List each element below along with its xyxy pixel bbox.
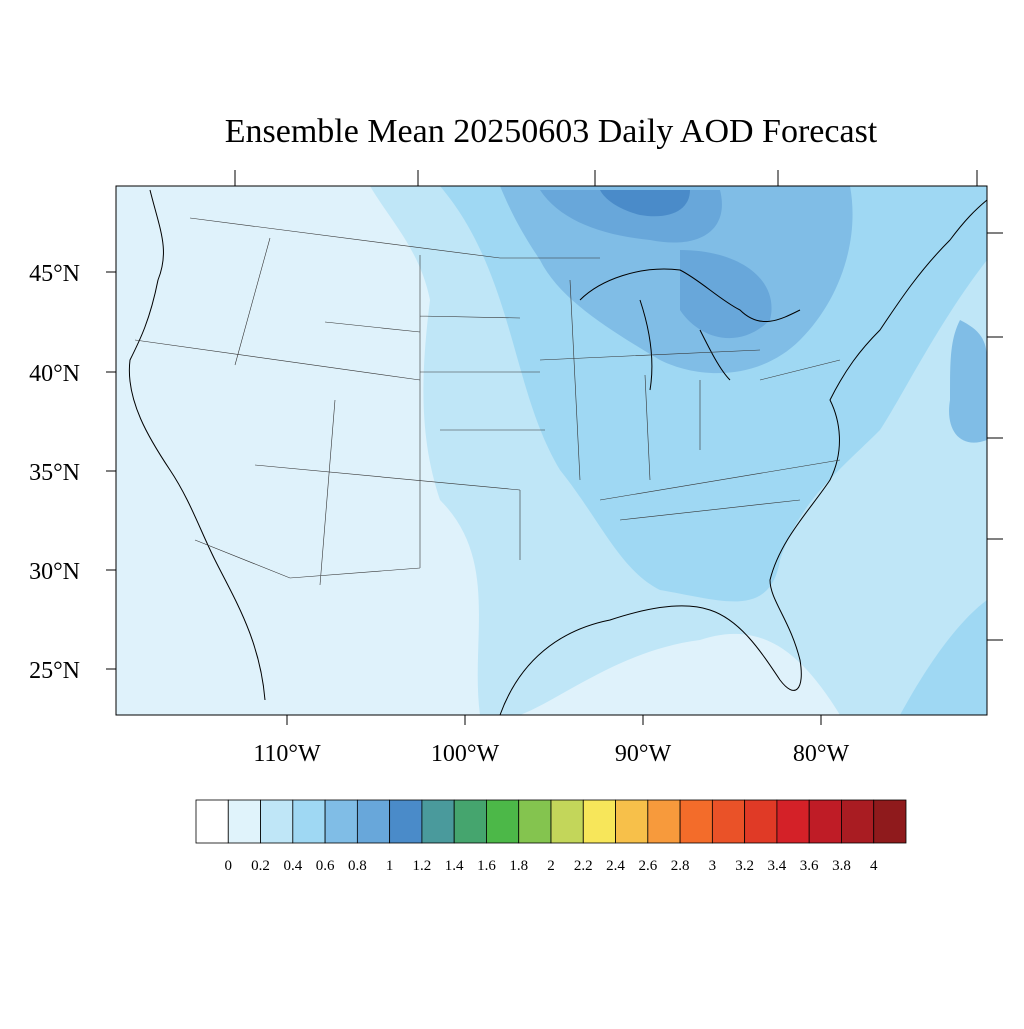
lat-label: 30°N <box>29 559 80 585</box>
colorbar-box <box>421 799 455 844</box>
colorbar-label: 1.6 <box>477 858 496 874</box>
colorbar-label: 2.8 <box>671 858 690 874</box>
colorbar-label: 2 <box>547 858 555 874</box>
state-borders <box>134 217 841 586</box>
lat-label: 40°N <box>29 361 80 387</box>
colorbar-label: 0.2 <box>251 858 270 874</box>
lon-label: 80°W <box>793 741 850 767</box>
lon-label: 100°W <box>431 741 500 767</box>
aod-region-1 <box>600 190 690 217</box>
frame-ticks <box>234 170 1003 641</box>
colorbar-box <box>679 799 713 844</box>
colorbar-label: 1 <box>386 858 394 874</box>
colorbar-label: 2.6 <box>638 858 657 874</box>
aod-region-ocean <box>949 320 987 443</box>
colorbar-box <box>356 799 391 844</box>
colorbar-label: 3.4 <box>768 858 787 874</box>
colorbar-label: 3 <box>709 858 717 874</box>
colorbar-label: 3.8 <box>832 858 851 874</box>
colorbar-label: 4 <box>870 858 878 874</box>
colorbar-box <box>873 799 907 844</box>
colorbar-box <box>260 799 294 844</box>
colorbar-box <box>324 799 358 844</box>
title: Ensemble Mean 20250603 Daily AOD Forecas… <box>225 113 878 150</box>
colorbar-label: 1.8 <box>509 858 528 874</box>
coastlines <box>128 189 988 716</box>
colorbar-box <box>453 799 487 844</box>
colorbar-label: 1.2 <box>413 858 432 874</box>
colorbar-label: 2.2 <box>574 858 593 874</box>
colorbar-box <box>582 799 616 844</box>
map-field <box>115 185 988 716</box>
colorbar-box <box>550 799 584 844</box>
aod-region-south <box>900 600 987 715</box>
lat-label: 45°N <box>29 261 80 287</box>
colorbar-box <box>227 799 261 844</box>
colorbar-box <box>776 799 810 844</box>
lat-label: 25°N <box>29 658 80 684</box>
colorbar-box <box>486 799 520 844</box>
lat-label: 35°N <box>29 460 80 486</box>
colorbar-box <box>292 799 326 844</box>
colorbar-box <box>808 799 842 844</box>
colorbar-label: 0.8 <box>348 858 367 874</box>
colorbar-label: 3.2 <box>735 858 754 874</box>
map-frame <box>115 185 988 716</box>
colorbar-label: 1.4 <box>445 858 464 874</box>
axis-labels: 45°N 40°N 35°N 30°N 25°N 110°W 100°W 90°W 80°W <box>29 261 849 767</box>
colorbar-box <box>389 799 423 844</box>
colorbar-label: 0.4 <box>283 858 302 874</box>
colorbar-box <box>195 799 229 844</box>
aod-region-0.6 <box>500 186 853 374</box>
lon-label: 90°W <box>615 741 672 767</box>
colorbar-label: 2.4 <box>606 858 625 874</box>
colorbar-label: 0 <box>225 858 233 874</box>
colorbar-label: 0.6 <box>316 858 335 874</box>
colorbar-box <box>647 799 681 844</box>
colorbar-box <box>841 799 875 844</box>
colorbar-box <box>518 799 552 844</box>
colorbar-box <box>744 799 778 844</box>
aod-region-0.8 <box>540 190 772 339</box>
colorbar-label: 3.6 <box>800 858 819 874</box>
colorbar-box <box>711 799 746 844</box>
colorbar-box <box>615 799 649 844</box>
lon-label: 110°W <box>253 741 321 767</box>
colorbar: 0 0.2 0.4 0.6 0.8 1 1.2 1.4 1.6 1.8 2 2.2 2.4 2.6 2.8 3… <box>195 799 907 874</box>
